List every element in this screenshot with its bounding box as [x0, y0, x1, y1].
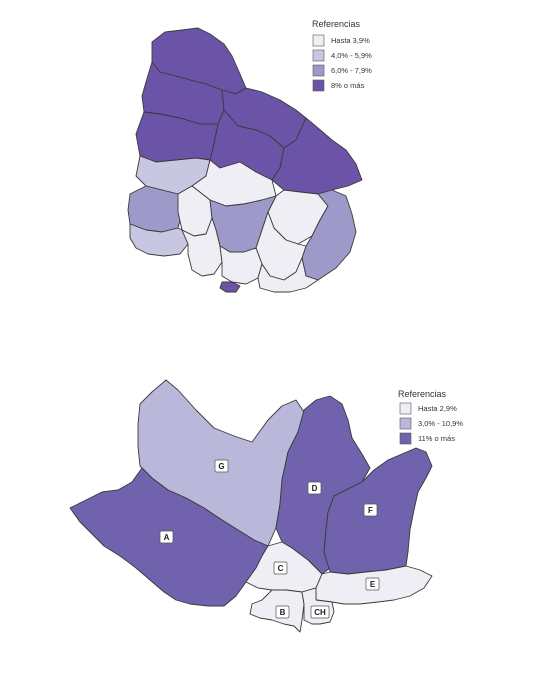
- svg-text:F: F: [368, 506, 373, 515]
- legend-label: 6,0% - 7,9%: [331, 66, 372, 75]
- legend-label: 11% o más: [418, 434, 455, 443]
- legend-swatch: [399, 402, 412, 415]
- zone-label-ch: CH: [310, 605, 330, 619]
- montevideo-zones-map: A G D F C E B CH: [69, 379, 433, 633]
- svg-text:B: B: [280, 608, 286, 617]
- region-soriano[interactable]: [127, 185, 183, 233]
- legend-title: Referencias: [398, 389, 447, 399]
- region-maldonado[interactable]: [257, 257, 319, 293]
- svg-text:C: C: [278, 564, 284, 573]
- legend-title: Referencias: [312, 19, 361, 29]
- legend-swatch: [312, 64, 325, 77]
- region-colonia[interactable]: [129, 223, 189, 257]
- zone-label-a: A: [159, 530, 174, 544]
- region-montevideo[interactable]: [219, 281, 241, 293]
- legend-swatch: [312, 49, 325, 62]
- svg-text:A: A: [164, 533, 170, 542]
- legend-label: 8% o más: [331, 81, 365, 90]
- legend-swatch: [399, 417, 412, 430]
- zone-f[interactable]: [323, 447, 433, 575]
- region-canelones[interactable]: [219, 245, 263, 285]
- legend-swatch: [312, 34, 325, 47]
- zone-label-b: B: [275, 605, 290, 619]
- zone-label-d: D: [307, 481, 322, 495]
- legend-label: Hasta 3,9%: [331, 36, 370, 45]
- svg-text:CH: CH: [314, 608, 326, 617]
- zone-label-c: C: [273, 561, 288, 575]
- legend-swatch: [312, 79, 325, 92]
- zone-label-f: F: [363, 503, 378, 517]
- svg-text:D: D: [312, 484, 318, 493]
- uruguay-map: [127, 27, 363, 293]
- legend-label: Hasta 2,9%: [418, 404, 457, 413]
- svg-text:G: G: [218, 462, 224, 471]
- legend-label: 4,0% - 5,9%: [331, 51, 372, 60]
- svg-text:E: E: [370, 580, 376, 589]
- zone-label-g: G: [214, 459, 229, 473]
- legend-label: 3,0% - 10,9%: [418, 419, 463, 428]
- legend-map2: Referencias Hasta 2,9% 3,0% - 10,9% 11% …: [398, 389, 463, 445]
- legend-swatch: [399, 432, 412, 445]
- zone-label-e: E: [365, 577, 380, 591]
- legend-map1: Referencias Hasta 3,9% 4,0% - 5,9% 6,0% …: [312, 19, 372, 92]
